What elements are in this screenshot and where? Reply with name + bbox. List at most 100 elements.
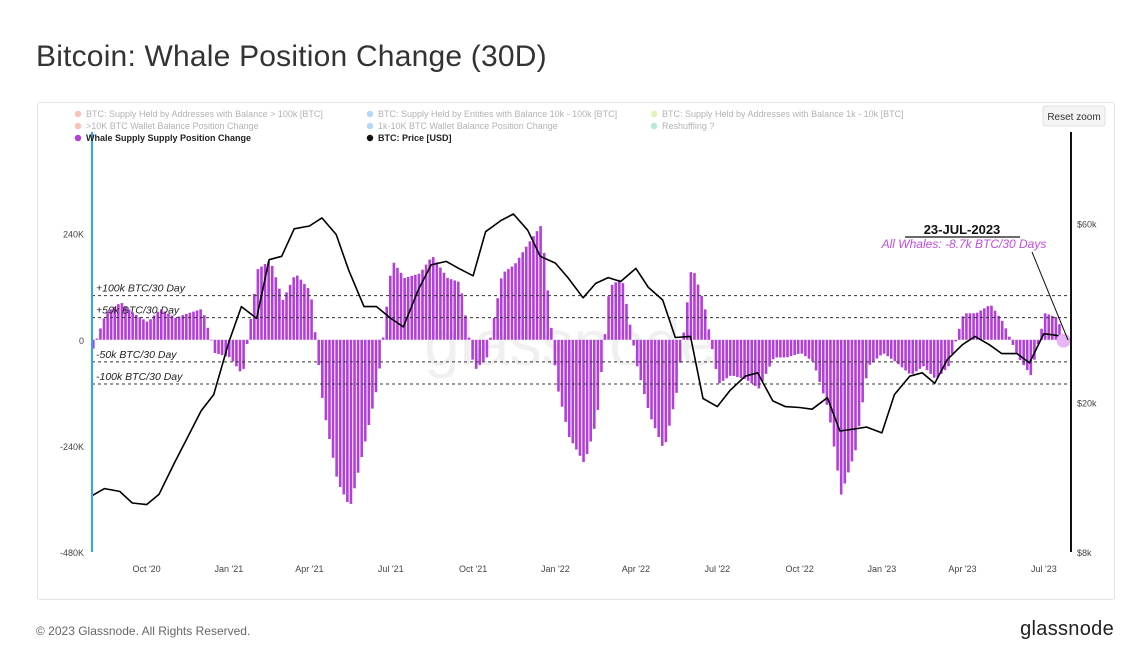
position-change-bar [431,257,435,340]
position-change-bar [532,236,535,340]
position-change-bar [553,339,557,366]
legend-item[interactable]: 1k-10K BTC Wallet Balance Position Chang… [366,121,558,131]
x-tick-label: Jul '22 [704,564,730,574]
position-change-bar [771,339,775,360]
position-change-bar [274,277,278,340]
position-change-bar [979,310,983,340]
position-change-bar [557,339,560,392]
position-change-bar [904,339,907,371]
position-change-bar [589,339,592,442]
right-tick-label: $20k [1077,399,1097,409]
position-change-bar [793,339,796,355]
position-change-bar [374,339,378,393]
position-change-bar [152,315,156,340]
position-change-bar [911,339,915,374]
position-change-bar [600,339,603,372]
legend-item[interactable]: BTC: Supply Held by Entities with Balanc… [366,109,617,119]
position-change-bar [117,304,120,340]
position-change-bar [575,339,578,450]
position-change-bar [746,339,750,381]
position-change-bar [1011,339,1015,345]
position-change-bar [313,332,317,340]
position-change-bar [356,339,360,473]
position-change-bar [868,339,872,365]
legend-swatch [74,110,82,118]
position-change-bar [288,284,292,340]
position-change-bar [657,339,660,438]
position-change-bar [446,277,449,340]
price-series-line [91,213,1064,506]
position-change-bar [439,267,442,340]
position-change-bar [736,339,739,377]
position-change-bar [585,339,589,455]
position-change-bar [242,339,245,369]
position-change-bar [281,300,285,340]
legend-label: BTC: Supply Held by Addresses with Balan… [86,109,323,119]
position-change-bar [678,339,682,363]
position-change-bar [406,276,410,340]
position-change-bar [761,339,764,382]
position-change-bar [768,339,771,367]
reset-zoom-button[interactable]: Reset zoom [1042,105,1106,127]
position-change-bar [653,339,657,429]
position-change-bar [986,306,990,340]
legend-item[interactable]: BTC: Supply Held by Addresses with Balan… [650,109,904,119]
annotation-pointer [1031,251,1069,341]
position-change-bar [124,306,127,340]
position-change-bar [285,292,288,340]
axes: 240K 0 -240K -480K $60k $20k $8k Oct '20 Jan '21… [60,132,1097,574]
reference-line-label: -50k BTC/30 Day [96,349,177,361]
legend-item[interactable]: Whale Supply Supply Position Change [74,133,251,143]
position-change-bar [399,272,403,340]
position-change-bar [256,269,260,340]
position-change-bar [367,339,371,426]
legend: BTC: Supply Held by Addresses with Balan… [74,109,904,143]
position-change-bar [167,313,170,340]
position-change-bar [947,339,950,367]
position-change-bar [338,339,342,487]
position-change-bar [385,306,389,340]
x-tick-label: Jan '22 [541,564,570,574]
legend-item[interactable]: Reshuffling ? [650,121,715,131]
latest-point-marker [1056,333,1071,348]
position-change-bar [224,339,227,357]
position-change-bar [900,339,904,368]
position-change-bar [181,315,185,340]
position-change-bar [260,266,263,340]
position-change-bar [95,338,99,340]
position-change-bar [170,315,174,340]
position-change-bar [428,259,431,340]
legend-label: BTC: Supply Held by Entities with Balanc… [378,109,617,119]
position-change-bar [278,288,281,340]
legend-item[interactable]: >10K BTC Wallet Balance Position Change [74,121,259,131]
position-change-bar [263,264,267,340]
position-change-bar [857,339,861,427]
position-change-bar [864,339,868,379]
position-change-bar [99,328,102,340]
position-change-bar [814,339,818,371]
position-change-bar [1000,320,1004,340]
position-change-bar [714,339,718,370]
position-change-bar [331,339,335,458]
position-change-bar [1029,339,1033,376]
position-change-bar [317,339,321,366]
position-change-bar [782,339,786,358]
legend-item[interactable]: BTC: Supply Held by Addresses with Balan… [74,109,323,119]
legend-item[interactable]: BTC: Price [USD] [366,133,452,143]
position-change-bar [353,339,356,489]
position-change-bar [528,241,532,340]
legend-label: >10K BTC Wallet Balance Position Change [86,121,259,131]
position-change-bar [990,305,993,340]
position-change-bar [227,339,231,358]
position-change-bar [929,339,932,374]
annotation-date: 23-JUL-2023 [924,222,1001,237]
position-change-bar [324,339,328,421]
legend-swatch [650,110,658,118]
position-change-bar [968,313,972,340]
position-change-bar [957,328,961,340]
position-change-bar [875,339,879,359]
position-change-bar [156,311,160,340]
position-change-bar [950,339,954,354]
position-change-bar [467,337,471,340]
